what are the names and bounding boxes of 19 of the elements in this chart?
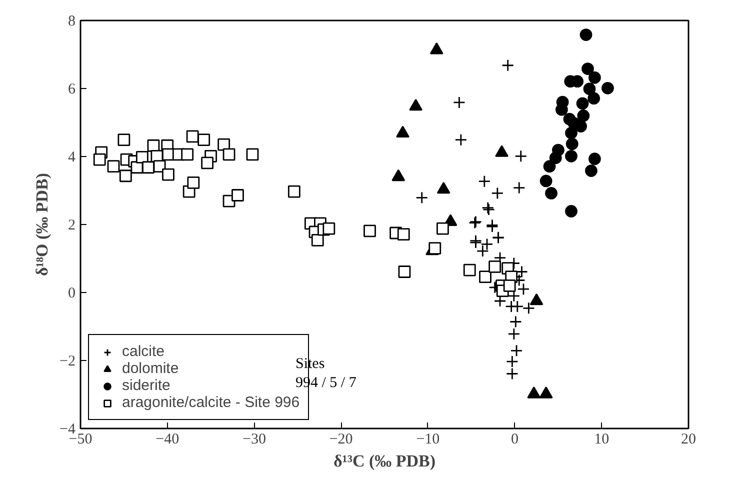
y-tick-label: −2 — [60, 354, 76, 370]
y-tick-label: 0 — [68, 286, 76, 302]
x-tick-label: 20 — [681, 432, 696, 448]
y-tick-label: 8 — [68, 14, 76, 30]
legend-label: calcite — [122, 343, 165, 360]
x-tick-label: −40 — [156, 432, 180, 448]
x-tick-label: −30 — [242, 432, 266, 448]
x-axis-title: δ¹³C (‰ PDB) — [333, 452, 436, 470]
x-tick-label: −10 — [416, 432, 440, 448]
y-tick-label: 4 — [68, 150, 76, 166]
x-tick-label: 0 — [511, 432, 519, 448]
x-tick-label: −20 — [329, 432, 353, 448]
legend-label: siderite — [122, 377, 170, 394]
x-tick-label: 10 — [594, 432, 610, 448]
legend-label: aragonite/calcite - Site 996 — [122, 394, 300, 411]
y-tick-label: 2 — [68, 218, 76, 234]
y-tick-label: 6 — [68, 82, 76, 98]
y-axis-title: δ¹⁸O (‰ PDB) — [32, 172, 52, 276]
legend-label: dolomite — [122, 360, 179, 377]
